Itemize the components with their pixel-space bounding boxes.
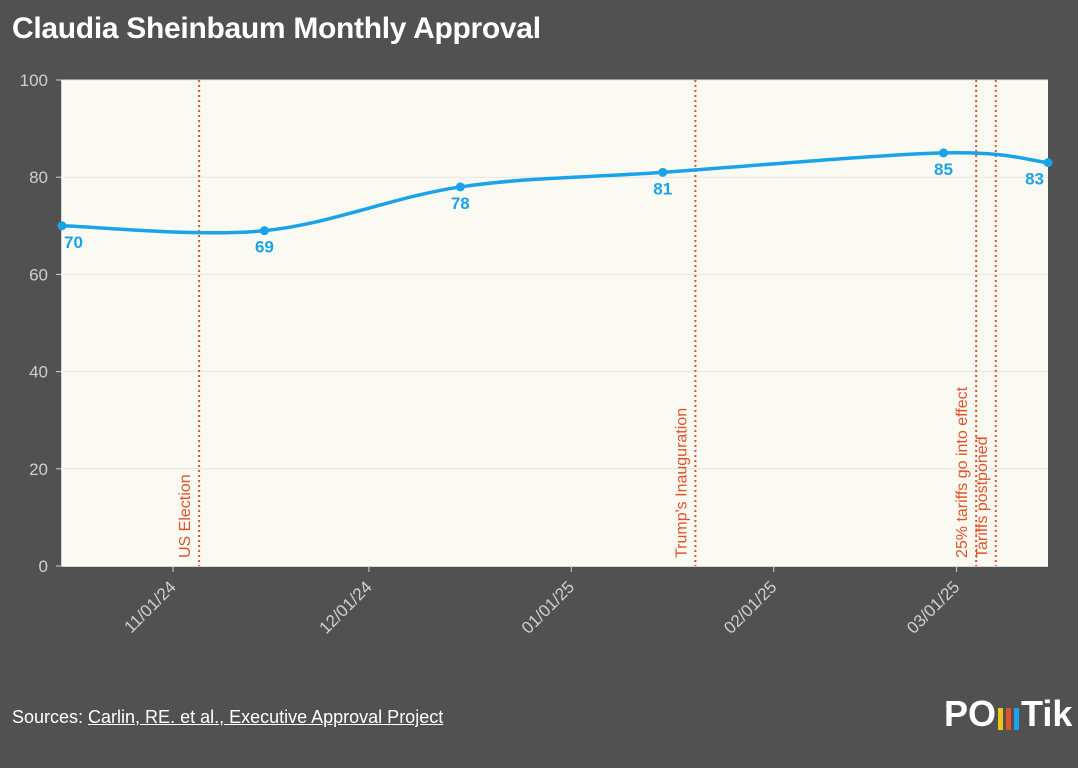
data-label: 85 xyxy=(934,160,953,179)
sources-prefix: Sources: xyxy=(12,707,89,727)
sources-link[interactable]: Carlin, RE. et al., Executive Approval P… xyxy=(88,707,444,727)
logo-bar-yellow xyxy=(998,708,1004,730)
plot-background xyxy=(62,80,1048,566)
x-tick-label: 12/01/24 xyxy=(315,577,375,637)
approval-chart: 0 20 40 60 80 100 11/01/24 12/01/24 01/01/25 02/0… xyxy=(20,71,1053,638)
y-tick-label: 0 xyxy=(39,557,48,576)
event-label: US Election xyxy=(177,474,194,558)
data-label: 78 xyxy=(451,194,470,213)
event-label: 25% tariffs go into effect xyxy=(954,386,971,558)
logo-bar-red xyxy=(1006,708,1012,730)
event-label: Trump's Inauguration xyxy=(673,408,690,558)
data-point xyxy=(1043,158,1053,168)
data-label: 70 xyxy=(64,233,83,252)
sources-footer: Sources: Carlin, RE. et al., Executive A… xyxy=(12,707,443,728)
x-tick-label: 03/01/25 xyxy=(903,577,963,637)
politik-logo: PO Tik xyxy=(944,693,1072,735)
data-point xyxy=(939,148,949,158)
data-label: 81 xyxy=(653,179,672,198)
data-point xyxy=(259,226,269,236)
y-tick-label: 80 xyxy=(29,168,48,187)
data-point xyxy=(455,182,465,192)
data-point xyxy=(658,167,668,177)
logo-bar-blue xyxy=(1014,708,1020,730)
x-tick-label: 11/01/24 xyxy=(120,577,179,636)
y-tick-label: 60 xyxy=(29,265,48,284)
logo-text-left: PO xyxy=(944,693,997,734)
y-tick-label: 40 xyxy=(29,363,48,382)
data-label: 83 xyxy=(1025,170,1044,189)
data-label: 69 xyxy=(255,238,274,257)
x-tick-label: 01/01/25 xyxy=(518,577,578,637)
y-tick-label: 100 xyxy=(20,71,48,90)
y-tick-label: 20 xyxy=(29,460,48,479)
logo-bars-icon xyxy=(998,708,1020,730)
event-label: Tariffs postponed xyxy=(974,436,991,558)
x-tick-label: 02/01/25 xyxy=(720,577,780,637)
logo-text-right: Tik xyxy=(1021,693,1073,734)
plot-area: 0 20 40 60 80 100 11/01/24 12/01/24 01/01/25 02/0… xyxy=(20,71,1053,638)
data-point xyxy=(57,221,67,231)
chart-title: Claudia Sheinbaum Monthly Approval xyxy=(12,12,541,45)
